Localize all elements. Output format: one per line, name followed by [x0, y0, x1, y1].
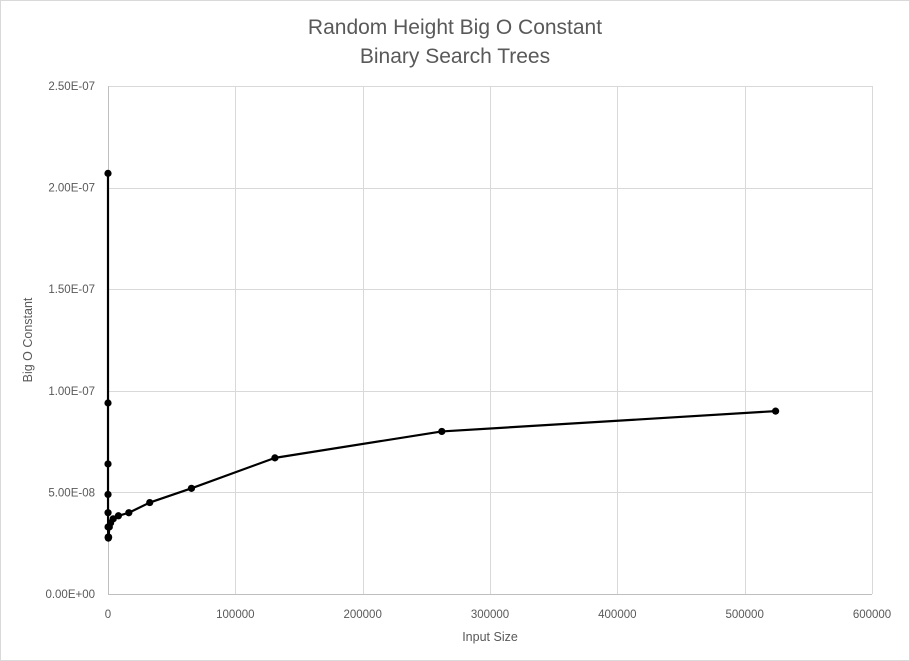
data-point	[125, 509, 133, 517]
data-point	[271, 454, 279, 462]
data-point	[146, 498, 154, 507]
data-point	[104, 460, 112, 468]
x-tick-label: 100000	[216, 609, 254, 621]
data-markers	[104, 169, 780, 542]
x-tick-label: 300000	[471, 609, 509, 621]
x-tick-label: 200000	[343, 609, 381, 621]
tick-labels: 0.00E+00 5.00E-08 1.00E-07 1.50E-07 2.00E-07…	[45, 81, 891, 621]
y-tick-label: 2.50E-07	[48, 81, 95, 93]
data-point	[104, 490, 112, 499]
data-point	[105, 533, 113, 541]
data-point	[771, 407, 780, 415]
y-tick-label: 1.00E-07	[48, 386, 95, 398]
y-tick-label: 5.00E-08	[48, 487, 95, 499]
chart-title-block: Random Height Big O Constant Binary Sear…	[1, 13, 909, 71]
y-tick-label: 2.00E-07	[48, 183, 95, 195]
y-tick-label: 1.50E-07	[48, 284, 95, 296]
data-point	[109, 515, 117, 523]
data-point	[114, 512, 123, 520]
series-line	[106, 173, 776, 540]
chart-title: Random Height Big O Constant	[307, 16, 603, 39]
data-point	[187, 484, 196, 492]
data-point	[104, 169, 112, 177]
data-point	[104, 399, 112, 407]
x-tick-label: 0	[105, 609, 111, 621]
y-tick-label: 0.00E+00	[45, 589, 95, 601]
gridlines	[108, 86, 873, 594]
chart-subtitle: Binary Search Trees	[359, 45, 551, 68]
x-tick-label: 600000	[853, 609, 891, 621]
y-axis-title: Big O Constant	[21, 297, 35, 382]
data-point	[438, 427, 446, 436]
x-tick-label: 400000	[598, 609, 636, 621]
x-tick-label: 500000	[725, 609, 763, 621]
data-series	[106, 173, 776, 540]
data-point	[104, 509, 112, 517]
x-axis-title: Input Size	[462, 630, 518, 644]
